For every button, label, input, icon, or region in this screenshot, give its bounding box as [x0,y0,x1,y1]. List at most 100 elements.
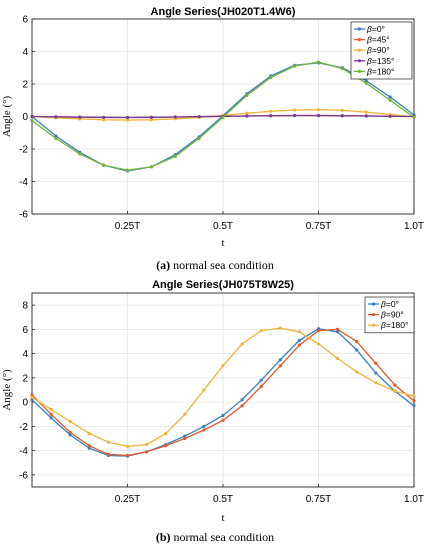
legend-label: β=90° [366,45,390,55]
chart-title: Angle Series(JH020T1.4W6) [151,6,296,18]
legend-marker [371,302,376,306]
data-point [340,66,344,71]
data-point [149,115,153,119]
data-point [340,108,344,112]
figure-caption: (a) normal sea condition [156,258,274,272]
data-point [278,358,282,362]
legend-marker [371,323,376,327]
data-point [412,394,416,398]
data-point [87,444,91,448]
data-point [374,381,378,385]
data-point [364,81,368,85]
data-point [54,134,58,138]
data-point [316,328,321,333]
data-point [202,424,206,428]
legend-label: β=180° [380,320,408,330]
data-point [393,383,397,387]
data-point [78,115,82,119]
data-point [297,338,301,342]
data-point [30,393,34,397]
legend-label: β=0° [380,299,399,309]
series-3 [30,326,416,448]
data-point [355,370,359,374]
x-tick-label: 0.5T [213,221,233,232]
figure-caption: (b) normal sea condition [156,530,274,544]
data-point [30,398,34,402]
data-point [87,446,91,450]
data-point [221,115,225,119]
data-point [245,114,249,118]
data-point [293,113,297,118]
data-point [388,95,392,99]
data-point [202,388,206,392]
data-point [316,60,321,64]
y-tick-label: -2 [19,422,28,433]
data-point [102,115,106,119]
chart-panel-1: Angle Series(JH020T1.4W6) -6 -4 -2 0 2 4 6 0.25T… [1,6,424,249]
data-point [173,154,177,158]
data-point [145,450,149,454]
y-tick-label: -4 [19,177,28,188]
y-tick-label: -6 [19,470,28,481]
legend-marker [357,38,362,42]
x-axis-label: t [221,512,224,524]
data-point [49,412,53,416]
x-tick-label: 1.0T [404,221,424,232]
data-point [240,404,244,408]
data-point [259,384,263,388]
legend-marker [357,27,362,31]
y-axis-label: Angle (°) [1,369,13,411]
data-point [197,136,201,141]
data-point [125,453,130,458]
data-point [106,440,110,444]
data-point [374,361,378,365]
series-2 [30,327,416,458]
x-tick-label: 0.75T [306,221,332,232]
y-tick-label: -4 [19,446,28,457]
data-point [87,432,91,436]
data-point [49,407,53,411]
data-point [269,109,273,113]
legend-label: β=135° [366,56,394,66]
data-point [30,395,34,399]
data-point [164,432,168,436]
data-point [412,115,416,119]
data-point [240,398,244,402]
y-tick-label: -6 [19,210,28,221]
data-point [245,93,249,97]
data-point [106,452,110,456]
data-point [125,168,130,172]
data-point [125,115,130,120]
data-point [245,111,249,115]
y-tick-label: 6 [22,15,28,26]
data-point [316,108,321,112]
data-point [316,342,321,346]
data-point [221,413,225,418]
legend-marker [357,69,362,73]
y-tick-label: 4 [22,349,28,360]
data-point [269,75,273,80]
data-point [293,64,297,68]
x-axis-label: t [221,237,224,249]
data-point [374,371,378,375]
x-tick-label: 0.25T [115,221,141,232]
data-point [125,118,130,122]
data-point [364,114,368,118]
data-point [149,118,153,122]
data-point [49,416,53,420]
data-point [336,330,340,334]
data-point [297,330,301,334]
data-point [340,114,344,118]
data-point [278,364,282,368]
data-point [412,399,416,403]
data-point [355,348,359,352]
y-tick-label: -2 [19,145,28,156]
data-point [336,356,340,361]
x-tick-label: 0.75T [306,494,332,505]
data-point [183,436,187,441]
data-point [183,412,187,416]
data-point [68,433,72,437]
data-point [269,114,273,118]
y-tick-label: 2 [22,373,28,384]
